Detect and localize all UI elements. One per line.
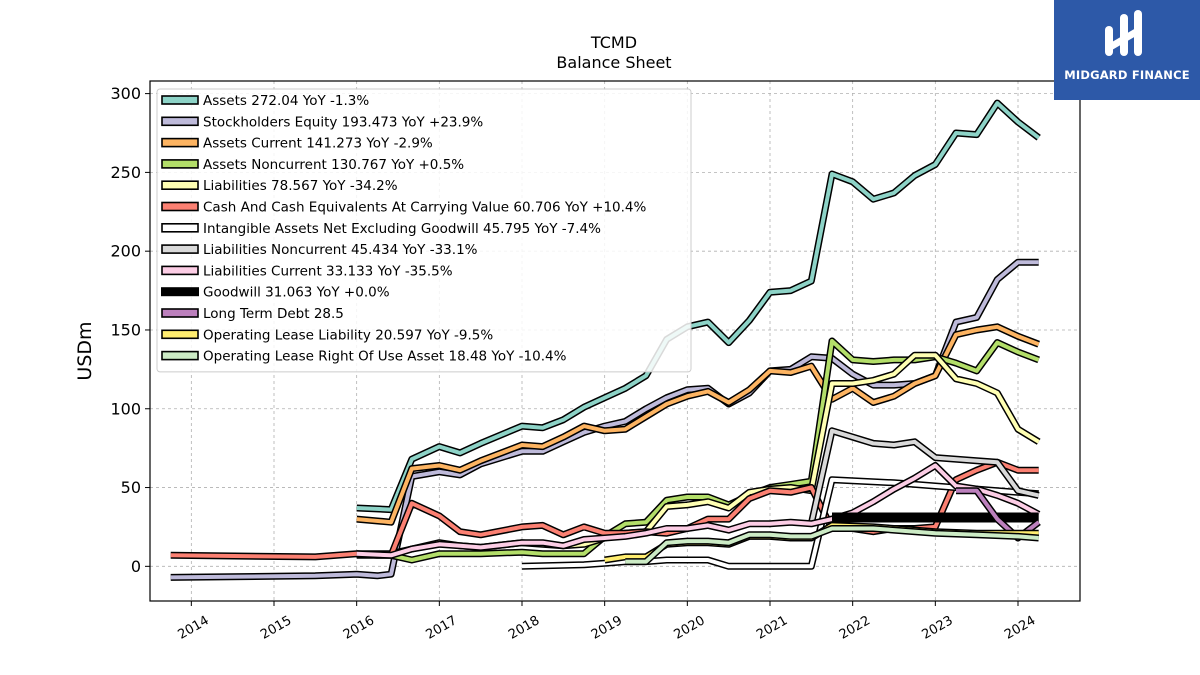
legend-swatch (161, 95, 199, 105)
brand-logo: MIDGARD FINANCE (1054, 0, 1200, 100)
y-tick-label: 150 (110, 320, 141, 339)
legend-swatch (161, 223, 199, 233)
plot-area (149, 80, 1081, 602)
x-tick-label: 2022 (837, 613, 873, 643)
legend-label: Assets 272.04 YoY -1.3% (203, 93, 369, 109)
legend-swatch (161, 137, 199, 148)
legend-label: Liabilities Current 33.133 YoY -35.5% (203, 263, 453, 279)
legend-swatch (161, 116, 199, 127)
x-tick-label: 2015 (258, 613, 294, 643)
x-tick-label: 2016 (341, 613, 377, 643)
y-tick-label: 0 (131, 557, 141, 576)
x-tick-label: 2023 (920, 613, 956, 643)
legend-swatch (161, 244, 199, 254)
legend-swatch (161, 308, 199, 318)
legend-label: Liabilities 78.567 YoY -34.2% (203, 178, 398, 194)
series-line (625, 526, 1039, 564)
legend-swatch (161, 159, 199, 169)
chart-title: TCMD (590, 33, 637, 52)
series-operating-lease-right-of-use-asset (625, 525, 1039, 566)
legend-item: Assets 272.04 YoY -1.3% (161, 93, 369, 109)
legend-label: Liabilities Noncurrent 45.434 YoY -33.1% (203, 242, 478, 258)
legend-box (156, 88, 692, 373)
x-tick-label: 2014 (176, 613, 212, 643)
x-axis: 2014 2015 2016 2017 2018 2019 2020 2021 2022 2023… (176, 601, 1038, 643)
series-line (356, 324, 1040, 525)
legend: Assets 272.04 YoY -1.3% Stockholders Equi… (156, 88, 692, 373)
y-tick-label: 300 (110, 84, 141, 103)
x-tick-label: 2024 (1002, 613, 1038, 643)
legend-label: Intangible Assets Net Excluding Goodwill… (203, 221, 601, 237)
legend-item: Liabilities 78.567 YoY -34.2% (161, 178, 398, 194)
legend-swatch (161, 201, 199, 212)
x-tick-label: 2018 (506, 613, 542, 643)
y-tick-label: 250 (110, 163, 141, 182)
legend-swatch (161, 265, 199, 276)
brand-mark-icon (1105, 10, 1142, 56)
legend-swatch (161, 329, 199, 340)
series-line (809, 428, 1040, 525)
series-assets (356, 99, 1041, 514)
y-tick-label: 100 (110, 399, 141, 418)
y-axis: 0 50 100 150 200 250 300 (110, 84, 150, 576)
legend-label: Assets Current 141.273 YoY -2.9% (203, 136, 433, 152)
series-line (356, 463, 1040, 558)
y-tick-label: 200 (110, 242, 141, 261)
legend-label: Operating Lease Liability 20.597 YoY -9.… (203, 327, 493, 343)
legend-label: Operating Lease Right Of Use Asset 18.48… (203, 349, 567, 365)
y-tick-label: 50 (121, 478, 141, 497)
legend-item: Long Term Debt 28.5 (161, 306, 344, 322)
legend-item: Cash And Cash Equivalents At Carrying Va… (161, 200, 647, 216)
legend-item: Stockholders Equity 193.473 YoY +23.9% (161, 114, 483, 130)
x-tick-label: 2019 (589, 613, 625, 643)
x-tick-label: 2021 (754, 613, 790, 643)
series-layer (170, 99, 1041, 581)
legend-swatch (161, 350, 199, 361)
chart-subtitle: Balance Sheet (556, 53, 671, 72)
legend-label: Assets Noncurrent 130.767 YoY +0.5% (203, 157, 464, 173)
legend-item: Assets Current 141.273 YoY -2.9% (161, 136, 433, 152)
legend-item: Intangible Assets Net Excluding Goodwill… (161, 221, 601, 237)
series-assets-current (356, 323, 1040, 526)
legend-item: Goodwill 31.063 YoY +0.0% (161, 285, 390, 301)
y-axis-label: USDm (74, 321, 96, 380)
legend-item: Assets Noncurrent 130.767 YoY +0.5% (161, 157, 464, 173)
series-line (356, 101, 1040, 512)
series-liabilities-noncurrent (807, 427, 1040, 525)
legend-label: Long Term Debt 28.5 (203, 306, 344, 322)
legend-item: Liabilities Noncurrent 45.434 YoY -33.1% (161, 242, 478, 258)
legend-label: Cash And Cash Equivalents At Carrying Va… (203, 200, 647, 216)
x-tick-label: 2020 (672, 613, 708, 643)
series-liabilities-current (356, 462, 1041, 559)
legend-item: Liabilities Current 33.133 YoY -35.5% (161, 263, 453, 279)
legend-label: Stockholders Equity 193.473 YoY +23.9% (203, 114, 483, 130)
legend-label: Goodwill 31.063 YoY +0.0% (203, 285, 390, 301)
brand-name: MIDGARD FINANCE (1064, 68, 1190, 82)
x-tick-label: 2017 (424, 613, 460, 643)
legend-swatch (161, 180, 199, 190)
legend-item: Operating Lease Right Of Use Asset 18.48… (161, 349, 567, 365)
legend-swatch (161, 287, 199, 297)
legend-item: Operating Lease Liability 20.597 YoY -9.… (161, 327, 493, 343)
